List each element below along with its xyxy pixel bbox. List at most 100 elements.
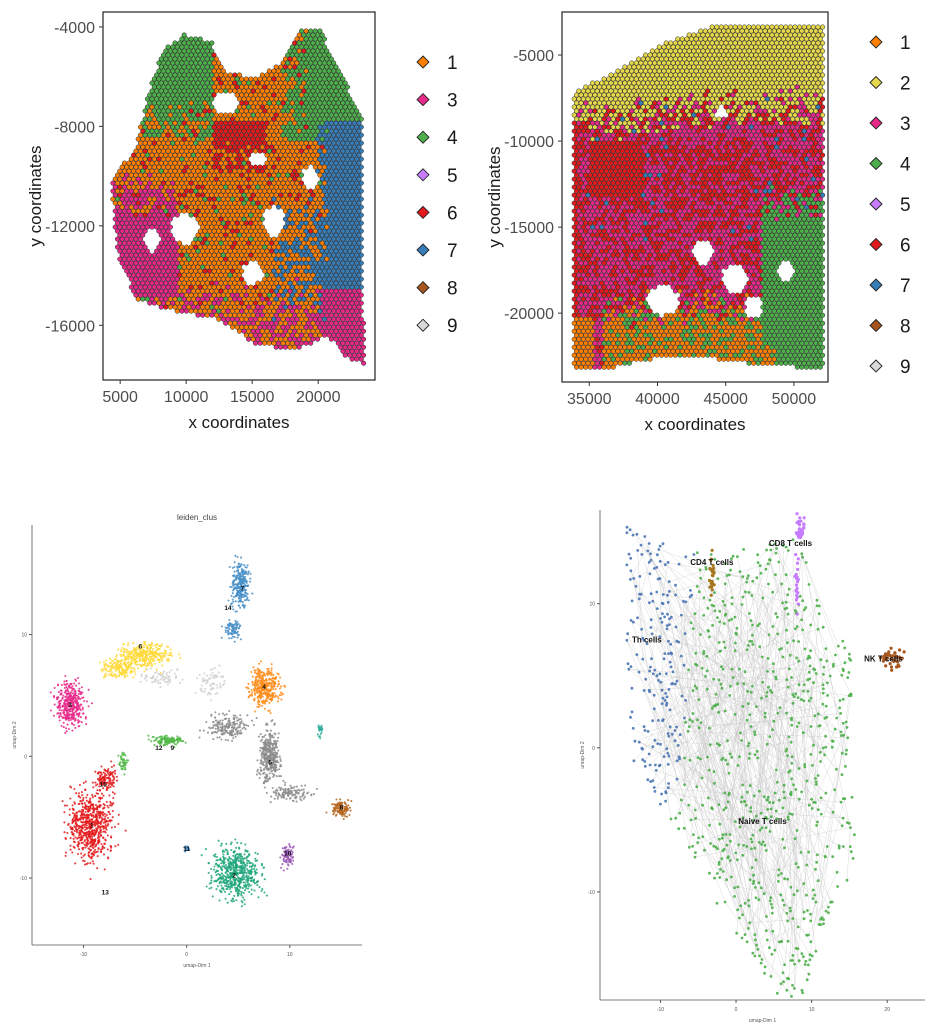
spot	[282, 200, 288, 206]
spot	[296, 336, 302, 342]
spot	[167, 96, 173, 102]
spot	[349, 148, 355, 154]
spot	[289, 148, 295, 154]
spot	[349, 124, 355, 130]
spot	[714, 120, 720, 126]
spot	[317, 300, 323, 306]
spot	[781, 116, 786, 122]
spot	[324, 104, 330, 110]
spot	[797, 112, 803, 118]
spot	[259, 320, 265, 326]
legend-item: 1	[416, 53, 458, 74]
spot	[301, 48, 307, 54]
spot	[236, 144, 242, 150]
spot	[188, 292, 194, 298]
spot	[220, 116, 226, 122]
spot	[174, 308, 180, 314]
spot	[262, 148, 268, 154]
spot	[174, 124, 180, 130]
spot	[335, 324, 341, 330]
spot	[276, 268, 281, 274]
spot	[207, 204, 212, 210]
spot	[200, 88, 206, 94]
spot	[131, 152, 137, 158]
spot	[328, 248, 334, 254]
spot	[310, 152, 316, 158]
spot	[296, 304, 302, 310]
spot	[158, 88, 164, 94]
spot	[207, 196, 212, 202]
spot	[578, 156, 584, 162]
spot	[617, 120, 623, 126]
spot	[190, 88, 196, 94]
spot	[732, 32, 738, 38]
spot	[216, 140, 222, 146]
spot	[748, 140, 754, 146]
spot	[698, 108, 704, 114]
spot	[200, 304, 206, 310]
spot	[149, 280, 155, 286]
spot	[197, 60, 203, 66]
spot	[705, 40, 711, 46]
spot	[204, 296, 210, 302]
spot	[758, 140, 763, 146]
spot	[626, 112, 632, 118]
spot	[301, 96, 307, 102]
spot	[128, 164, 134, 170]
spot	[354, 108, 360, 114]
spot	[248, 132, 254, 138]
spot	[769, 152, 775, 158]
spot	[266, 156, 272, 162]
spot	[223, 160, 229, 166]
spot	[764, 56, 770, 62]
spot	[716, 100, 722, 106]
spot	[285, 196, 291, 202]
spot	[287, 288, 293, 294]
spot	[204, 96, 210, 102]
spot	[170, 76, 176, 82]
spot	[661, 108, 667, 114]
spot	[243, 204, 249, 210]
spot	[190, 208, 196, 214]
spot	[138, 204, 143, 210]
spot	[783, 152, 789, 158]
spot	[262, 308, 268, 314]
spot	[319, 288, 325, 294]
spot	[144, 264, 150, 270]
spot	[239, 276, 245, 282]
spot	[200, 224, 206, 230]
spot	[253, 220, 258, 226]
spot	[209, 88, 215, 94]
spot	[197, 172, 203, 178]
spot	[580, 88, 586, 94]
spot	[163, 176, 169, 182]
spot	[232, 160, 238, 166]
spot	[124, 180, 130, 186]
spot	[147, 220, 153, 226]
spot	[179, 164, 185, 170]
spot	[712, 60, 717, 66]
spot	[672, 144, 678, 150]
spot	[278, 128, 284, 134]
spot	[167, 160, 173, 166]
spot	[156, 60, 162, 66]
spot	[156, 228, 162, 234]
spot	[762, 100, 768, 106]
spot	[739, 100, 745, 106]
spot	[165, 92, 171, 98]
spot	[744, 156, 750, 162]
spot	[218, 168, 224, 174]
spot	[223, 128, 229, 134]
spot	[603, 136, 609, 142]
spot	[186, 104, 192, 110]
spot	[326, 132, 332, 138]
spot	[177, 200, 183, 206]
spot	[294, 260, 300, 266]
spot	[147, 204, 153, 210]
spot	[349, 228, 355, 234]
spot	[289, 132, 295, 138]
spot	[351, 144, 357, 150]
spot	[167, 304, 173, 310]
spot	[356, 232, 362, 238]
spot	[601, 92, 607, 98]
